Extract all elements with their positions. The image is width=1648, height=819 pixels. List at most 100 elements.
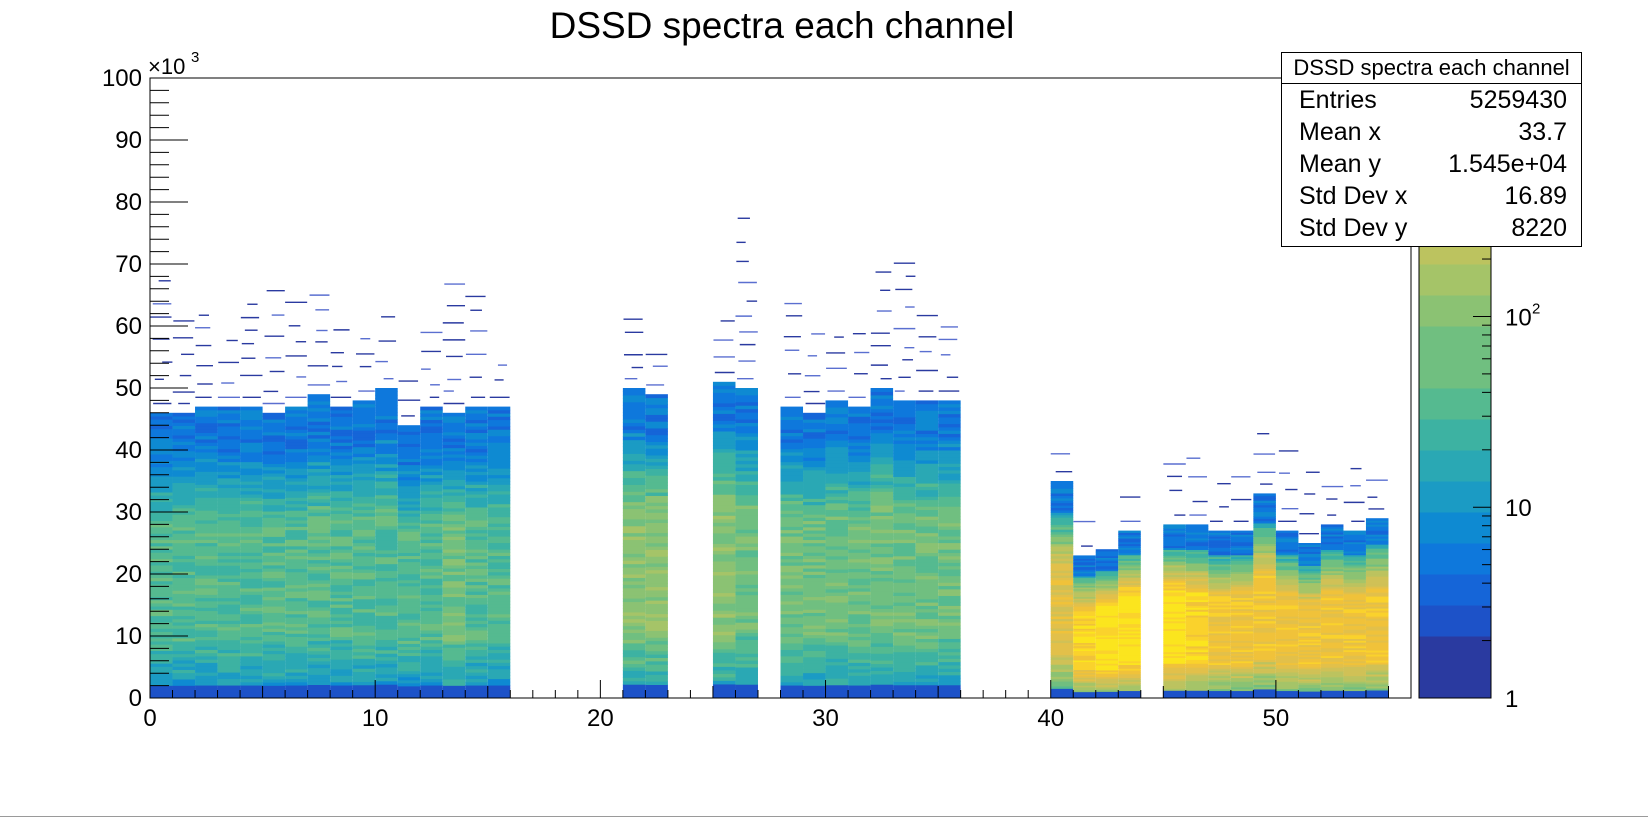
heatmap-bin [465,419,488,424]
heatmap-bin [465,610,488,615]
heatmap-bin [1118,618,1141,621]
heatmap-bin [870,525,894,530]
heatmap-bin [915,532,939,537]
heatmap-bin [825,549,849,554]
heatmap-bin [1365,580,1389,583]
heatmap-bin [1365,674,1389,677]
heatmap-bin [1230,645,1254,649]
channel-column [1343,467,1366,699]
heatmap-bin [712,459,736,464]
heatmap-bin [195,484,218,489]
heatmap-bin [712,427,736,432]
y-tick-label: 10 [115,623,142,650]
heatmap-bin [240,636,263,641]
heatmap-bin [938,615,961,620]
heatmap-bin [307,603,331,608]
heatmap-bin [825,502,849,507]
heatmap-bin [195,678,218,683]
heatmap-bin [375,543,398,547]
heatmap-bin [1298,661,1321,665]
heatmap-bin [870,687,894,692]
heatmap-bin [1050,683,1074,687]
heatmap-bin [893,651,916,656]
heatmap-bin [870,484,894,489]
heatmap-bin [487,649,511,654]
heatmap-bin [915,476,939,481]
heatmap-bin [870,429,894,434]
heatmap-bin [915,565,939,570]
heatmap-bin [240,655,263,660]
heatmap-bin [217,448,241,453]
heatmap-bin [330,416,353,421]
channel-column [1118,496,1141,699]
heatmap-bin [1185,676,1209,680]
palette-swatch [1419,295,1491,327]
heatmap-bin [1253,622,1276,626]
heatmap-bin [1163,613,1186,616]
heatmap-bin [172,659,196,664]
heatmap-bin [285,646,308,650]
heatmap-bin [803,574,826,579]
heatmap-bin [1050,488,1074,492]
heatmap-bin [195,578,218,582]
heatmap-bin [622,525,646,530]
heatmap-bin [1320,584,1344,587]
heatmap-bin [217,662,241,667]
heatmap-bin [622,498,646,503]
heatmap-bin [240,642,263,647]
heatmap-bin [352,545,376,550]
heatmap-bin [240,435,263,440]
heatmap-bin [1298,596,1321,599]
heatmap-bin [780,578,804,582]
heatmap-bin [442,476,466,480]
heatmap-bin [1298,558,1321,561]
heatmap-bin [780,458,804,463]
heatmap-bin [870,549,894,554]
heatmap-bin [1298,565,1321,568]
heatmap-bin [870,570,894,575]
heatmap-bin [1050,490,1074,494]
heatmap-bin [622,408,646,413]
heatmap-bin [893,430,916,434]
heatmap-bin [240,597,263,602]
heatmap-bin [172,457,196,461]
heatmap-bin [375,615,398,620]
heatmap-bin [735,439,758,444]
heatmap-bin [195,451,218,456]
heatmap-bin [1118,662,1141,666]
heatmap-bin [1230,644,1254,647]
heatmap-bin [330,552,353,557]
heatmap-bin [240,633,263,637]
heatmap-bin [442,453,466,458]
heatmap-bin [442,612,466,617]
heatmap-bin [1298,580,1321,584]
heatmap-bin [803,460,826,465]
heatmap-bin [330,542,353,547]
heatmap-bin [375,601,398,606]
heatmap-bin [893,509,916,514]
heatmap-bin [1208,534,1231,537]
heatmap-bin [1050,606,1074,610]
heatmap-bin [1118,539,1141,543]
heatmap-bin [1163,632,1186,635]
heatmap-bin [1253,541,1276,544]
heatmap-bin [1095,552,1119,555]
heatmap-bin [645,559,668,564]
heatmap-bin [195,636,218,641]
heatmap-bin [803,621,826,626]
heatmap-bin [870,629,894,634]
heatmap-bin [1050,575,1074,578]
heatmap-bin [780,497,804,501]
heatmap-bin [735,687,758,692]
heatmap-bin [1095,549,1119,552]
heatmap-bin [285,639,308,644]
heatmap-bin [735,453,758,458]
heatmap-bin [1253,538,1276,542]
stats-label: Std Dev y [1299,214,1408,242]
heatmap-bin [848,594,871,599]
heatmap-bin [487,630,511,634]
heatmap-bin [307,579,331,584]
heatmap-bin [735,670,758,675]
heatmap-bin [1298,618,1321,621]
heatmap-bin [1343,597,1366,600]
